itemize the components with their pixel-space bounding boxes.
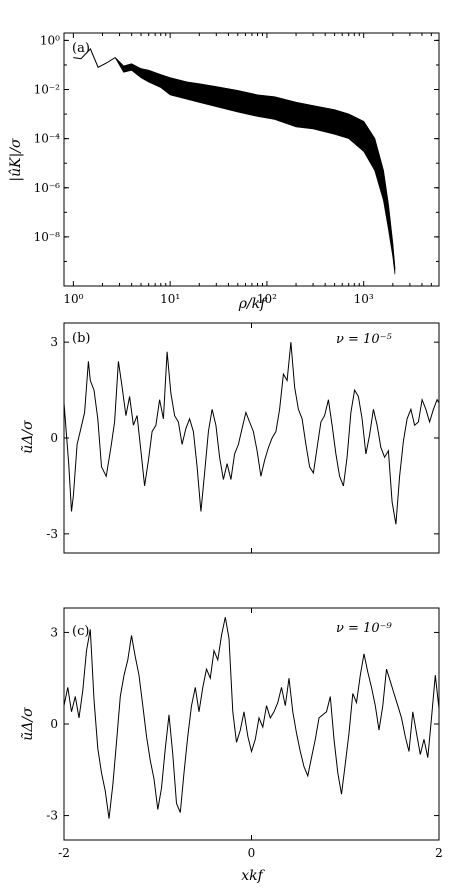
panel-b-ylabel: ũΔ/σ	[20, 420, 36, 454]
panel-b-label: (b)	[72, 331, 90, 346]
panel-b-x-ticks	[63, 323, 440, 553]
panel-a-frame	[63, 32, 440, 287]
panel-a-band	[73, 48, 396, 275]
panel-b-y-ticks: 3 0 -3	[46, 335, 439, 541]
panel-c-y-ticks: 3 0 -3	[46, 625, 439, 823]
panel-a-x-tick-label: 10²	[257, 292, 277, 306]
panel-c: -2 0 2 3 0 -3 (c) ν = 10⁻⁹ xkf ũΔ/σ	[20, 607, 443, 884]
panel-c-frame	[63, 607, 440, 841]
panel-c-annotation: ν = 10⁻⁹	[336, 621, 392, 636]
panel-c-xlabel: xkf	[241, 868, 265, 884]
panel-c-x-tick-label: 0	[248, 846, 256, 860]
panel-b-y-tick-label: -3	[46, 527, 58, 541]
panel-b-y-tick-label: 0	[50, 431, 58, 445]
panel-b-annotation: ν = 10⁻⁵	[336, 332, 392, 347]
panel-a: 10⁰ 10¹ 10² 10³ 10⁰ 10⁻² 10⁻⁴ 10⁻⁶ 10⁻⁸ (a) ρ/k…	[8, 32, 440, 312]
panel-c-y-tick-label: 3	[50, 625, 58, 639]
panel-a-label: (a)	[72, 41, 90, 56]
panel-a-x-tick-label: 10⁰	[63, 292, 83, 306]
panel-a-ylabel: |ûK|/σ	[8, 138, 24, 182]
panel-b-y-tick-label: 3	[50, 335, 58, 349]
panel-c-y-tick-label: 0	[50, 717, 58, 731]
panel-c-series-line	[63, 617, 440, 819]
panel-a-y-tick-label: 10⁻⁶	[34, 181, 61, 195]
panel-b: 3 0 -3 (b) ν = 10⁻⁵ ũΔ/σ	[20, 322, 440, 554]
panel-a-y-tick-label: 10⁻²	[34, 83, 61, 97]
panel-c-y-tick-label: -3	[46, 809, 58, 823]
panel-c-label: (c)	[72, 624, 89, 639]
panel-c-ylabel: ũΔ/σ	[20, 707, 36, 741]
panel-a-y-ticks: 10⁰ 10⁻² 10⁻⁴ 10⁻⁶ 10⁻⁸	[34, 33, 439, 287]
panel-c-x-tick-label: -2	[58, 846, 70, 860]
panel-a-x-tick-label: 10¹	[160, 292, 180, 306]
panel-a-x-ticks: 10⁰ 10¹ 10² 10³	[63, 33, 440, 306]
panel-b-frame	[63, 322, 440, 554]
panel-a-y-tick-label: 10⁻⁸	[34, 230, 61, 244]
panel-c-x-ticks: -2 0 2	[58, 608, 443, 860]
panel-a-y-tick-label: 10⁰	[40, 33, 60, 47]
panel-a-x-tick-label: 10³	[354, 292, 374, 306]
panel-a-noise-band	[73, 48, 396, 275]
panel-a-series-line	[73, 48, 396, 269]
panel-c-x-tick-label: 2	[435, 846, 443, 860]
panel-a-y-tick-label: 10⁻⁴	[34, 132, 61, 146]
panel-b-series-line	[63, 342, 440, 525]
panel-a-xlabel: ρ/kf	[238, 296, 268, 312]
